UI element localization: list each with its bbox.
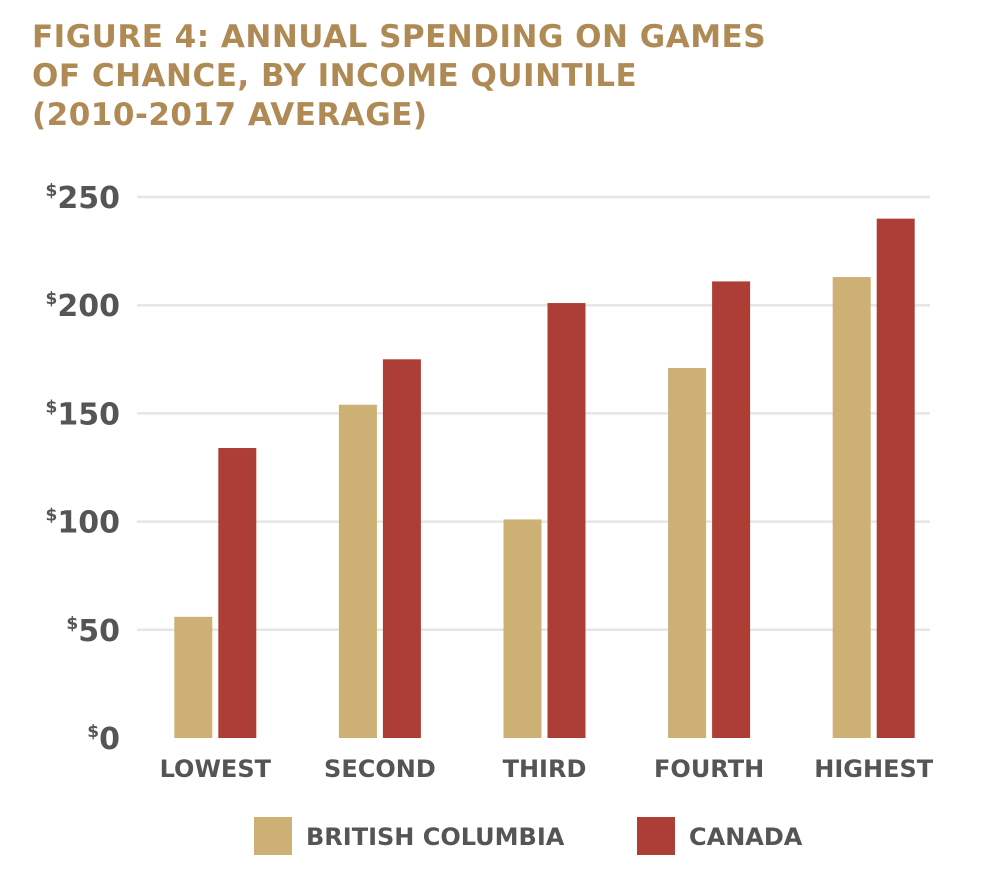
y-tick-label: $150 — [46, 397, 120, 432]
bar-canada — [382, 359, 421, 738]
bars — [174, 218, 915, 738]
bar-british-columbia — [503, 519, 542, 738]
y-axis-ticks: $0 $50 $100 $150 $200 $250 — [46, 181, 120, 757]
bar-canada — [876, 218, 915, 738]
legend-swatch — [254, 817, 292, 855]
legend-label: BRITISH COLUMBIA — [306, 823, 565, 851]
x-tick-label: SECOND — [324, 755, 436, 783]
bar-british-columbia — [338, 404, 377, 738]
bar-british-columbia — [832, 277, 871, 738]
legend-swatch — [637, 817, 675, 855]
chart-title-line: FIGURE 4: ANNUAL SPENDING ON GAMES — [32, 19, 767, 55]
legend: BRITISH COLUMBIA CANADA — [254, 817, 803, 855]
x-tick-label: LOWEST — [160, 755, 272, 783]
x-tick-label: HIGHEST — [814, 755, 933, 783]
bar-canada — [712, 281, 751, 738]
bar-british-columbia — [174, 616, 213, 738]
y-tick-label: $0 — [87, 722, 120, 757]
chart-title: FIGURE 4: ANNUAL SPENDING ON GAMES OF CH… — [32, 18, 766, 135]
x-tick-label: THIRD — [503, 755, 587, 783]
legend-label: CANADA — [689, 823, 803, 851]
bar-canada — [547, 303, 586, 738]
y-tick-label: $250 — [46, 181, 120, 216]
chart-title-line: (2010-2017 AVERAGE) — [32, 97, 428, 133]
chart-title-line: OF CHANCE, BY INCOME QUINTILE — [32, 58, 638, 94]
y-tick-label: $50 — [66, 614, 120, 649]
x-tick-label: FOURTH — [654, 755, 764, 783]
y-tick-label: $100 — [46, 506, 120, 541]
bar-british-columbia — [668, 367, 707, 738]
y-tick-label: $200 — [46, 289, 120, 324]
bar-canada — [218, 448, 257, 738]
x-axis-labels: LOWEST SECOND THIRD FOURTH HIGHEST — [160, 755, 934, 783]
gridlines — [137, 195, 930, 632]
